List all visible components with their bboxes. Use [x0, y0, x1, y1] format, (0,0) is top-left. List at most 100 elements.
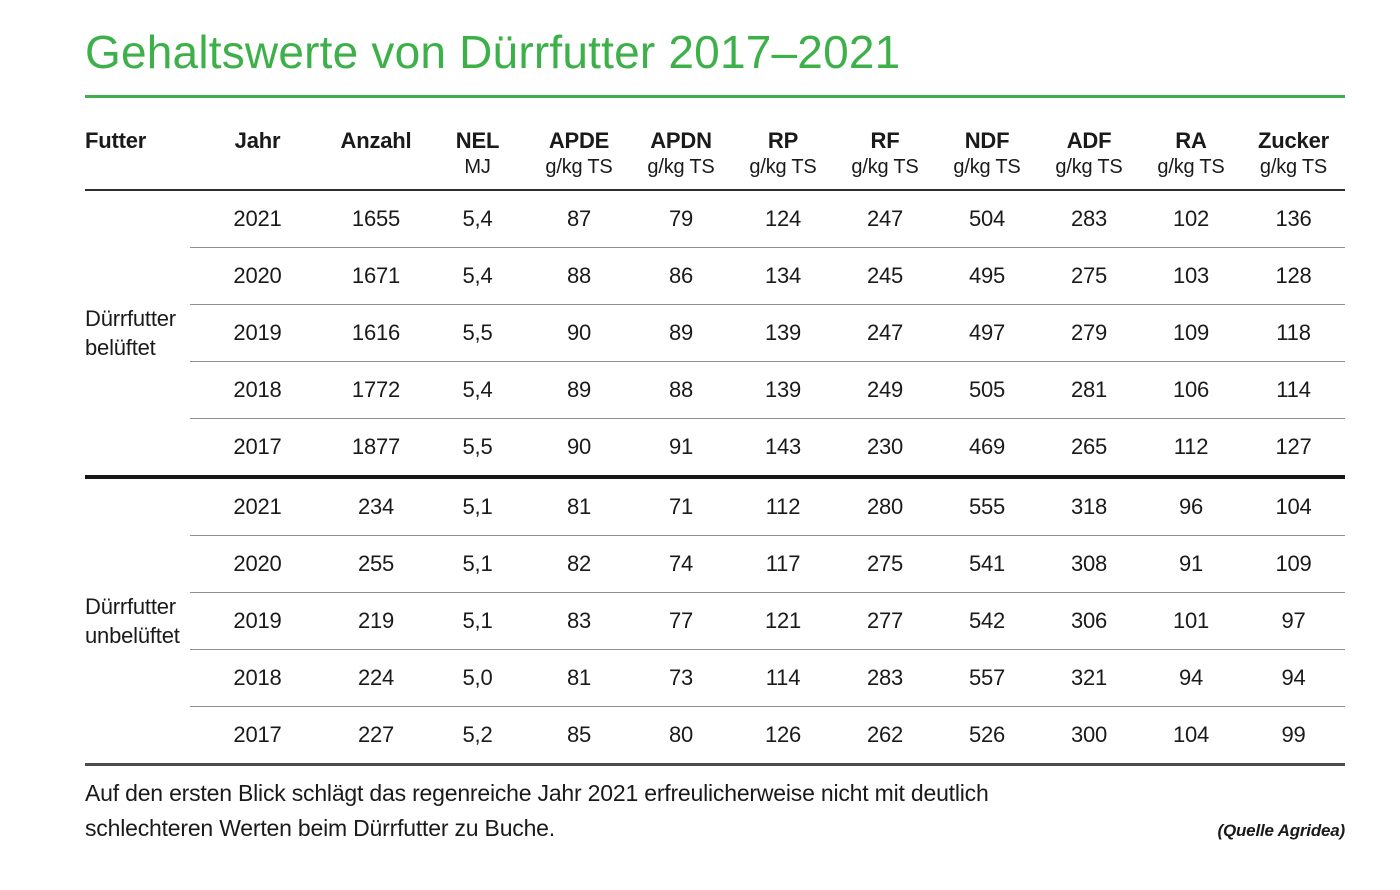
value-cell: 1877 — [325, 417, 427, 477]
value-cell: 234 — [325, 474, 427, 536]
header-unit-row: MJ g/kg TS g/kg TS g/kg TS g/kg TS g/kg … — [85, 153, 1345, 191]
value-cell: 117 — [732, 534, 834, 593]
value-cell: 91 — [1140, 534, 1242, 593]
value-cell: 136 — [1275, 205, 1312, 231]
value-cell: 89 — [630, 303, 732, 362]
column-unit: g/kg TS — [528, 153, 630, 191]
value-cell: 104 — [1242, 474, 1345, 536]
table-row: 2020 1671 5,4 88 86 134 245 495 275 103 128 — [85, 246, 1345, 305]
value-cell: 90 — [528, 303, 630, 362]
value-cell: 526 — [936, 705, 1038, 765]
value-cell: 5,0 — [427, 648, 528, 707]
year-cell: 2021 — [233, 205, 282, 231]
table-row: Dürrfutter belüftet 2021 1655 5,4 87 79 124 247… — [85, 190, 1345, 360]
value-cell: 277 — [834, 591, 936, 650]
value-cell: 101 — [1140, 591, 1242, 650]
column-header: RA — [1175, 127, 1207, 153]
value-cell: 79 — [668, 205, 694, 231]
value-cell: 308 — [1038, 534, 1140, 593]
value-cell: 542 — [936, 591, 1038, 650]
value-cell: 300 — [1038, 705, 1140, 765]
value-cell: 249 — [834, 360, 936, 419]
value-cell: 102 — [1172, 205, 1210, 231]
value-cell: 80 — [630, 705, 732, 765]
value-cell: 118 — [1242, 303, 1345, 362]
caption-line-2: schlechteren Werten beim Dürrfutter zu B… — [85, 814, 555, 841]
content-table: Futter Jahr Anzahl NEL APDE APDN RP RF N… — [85, 122, 1345, 766]
value-cell: 247 — [834, 303, 936, 362]
value-cell: 143 — [732, 417, 834, 477]
value-cell: 275 — [834, 534, 936, 593]
value-cell: 279 — [1038, 303, 1140, 362]
value-cell: 90 — [528, 417, 630, 477]
year-cell: 2017 — [190, 705, 325, 765]
value-cell: 114 — [1242, 360, 1345, 419]
value-cell: 88 — [528, 246, 630, 305]
value-cell: 283 — [834, 648, 936, 707]
value-cell: 96 — [1140, 474, 1242, 536]
year-cell: 2018 — [190, 360, 325, 419]
value-cell: 74 — [630, 534, 732, 593]
column-header: Futter — [85, 127, 147, 153]
value-cell: 505 — [936, 360, 1038, 419]
value-cell: 83 — [528, 591, 630, 650]
value-cell: 114 — [732, 648, 834, 707]
value-cell: 1671 — [325, 246, 427, 305]
column-unit: g/kg TS — [834, 153, 936, 191]
value-cell: 283 — [1070, 205, 1108, 231]
value-cell: 281 — [1038, 360, 1140, 419]
value-cell: 77 — [630, 591, 732, 650]
table-row: 2017 227 5,2 85 80 126 262 526 300 104 99 — [85, 705, 1345, 765]
value-cell: 134 — [732, 246, 834, 305]
value-cell: 99 — [1242, 705, 1345, 765]
value-cell: 5,1 — [427, 474, 528, 536]
column-header: APDE — [548, 127, 610, 153]
value-cell: 265 — [1038, 417, 1140, 477]
value-cell: 126 — [732, 705, 834, 765]
year-cell: 2020 — [190, 534, 325, 593]
table-group-unbeluftet: Dürrfutter unbelüftet 2021 234 5,1 81 71 112 28… — [85, 474, 1345, 765]
column-header: Jahr — [234, 127, 281, 153]
value-cell: 280 — [834, 474, 936, 536]
year-cell: 2017 — [190, 417, 325, 477]
year-cell: 2019 — [190, 303, 325, 362]
value-cell: 557 — [936, 648, 1038, 707]
value-cell: 555 — [936, 474, 1038, 536]
value-cell: 230 — [834, 417, 936, 477]
value-cell: 73 — [630, 648, 732, 707]
year-cell: 2021 — [190, 474, 325, 536]
value-cell: 81 — [528, 648, 630, 707]
value-cell: 97 — [1242, 591, 1345, 650]
value-cell: 306 — [1038, 591, 1140, 650]
column-unit — [85, 153, 190, 191]
column-unit: g/kg TS — [732, 153, 834, 191]
value-cell: 124 — [764, 205, 802, 231]
column-unit — [325, 153, 427, 191]
value-cell: 5,4 — [462, 205, 493, 231]
value-cell: 88 — [630, 360, 732, 419]
column-header: Zucker — [1258, 127, 1329, 153]
column-unit: g/kg TS — [1242, 153, 1345, 191]
column-unit: g/kg TS — [630, 153, 732, 191]
value-cell: 262 — [834, 705, 936, 765]
value-cell: 82 — [528, 534, 630, 593]
value-cell: 5,1 — [427, 534, 528, 593]
value-cell: 541 — [936, 534, 1038, 593]
value-cell: 495 — [936, 246, 1038, 305]
table-group-beluftet: Dürrfutter belüftet 2021 1655 5,4 87 79 124 247… — [85, 190, 1345, 477]
table-row: 2018 1772 5,4 89 88 139 249 505 281 106 114 — [85, 360, 1345, 419]
value-cell: 321 — [1038, 648, 1140, 707]
value-cell: 5,2 — [427, 705, 528, 765]
column-header: RP — [767, 127, 799, 153]
column-header: NEL — [455, 127, 500, 153]
year-cell: 2020 — [190, 246, 325, 305]
year-cell: 2019 — [190, 591, 325, 650]
value-cell: 94 — [1140, 648, 1242, 707]
column-header: RF — [870, 127, 900, 153]
column-header: NDF — [964, 127, 1010, 153]
column-unit — [190, 153, 325, 191]
value-cell: 318 — [1038, 474, 1140, 536]
value-cell: 121 — [732, 591, 834, 650]
header-label-row: Futter Jahr Anzahl NEL APDE APDN RP RF N… — [85, 122, 1345, 154]
